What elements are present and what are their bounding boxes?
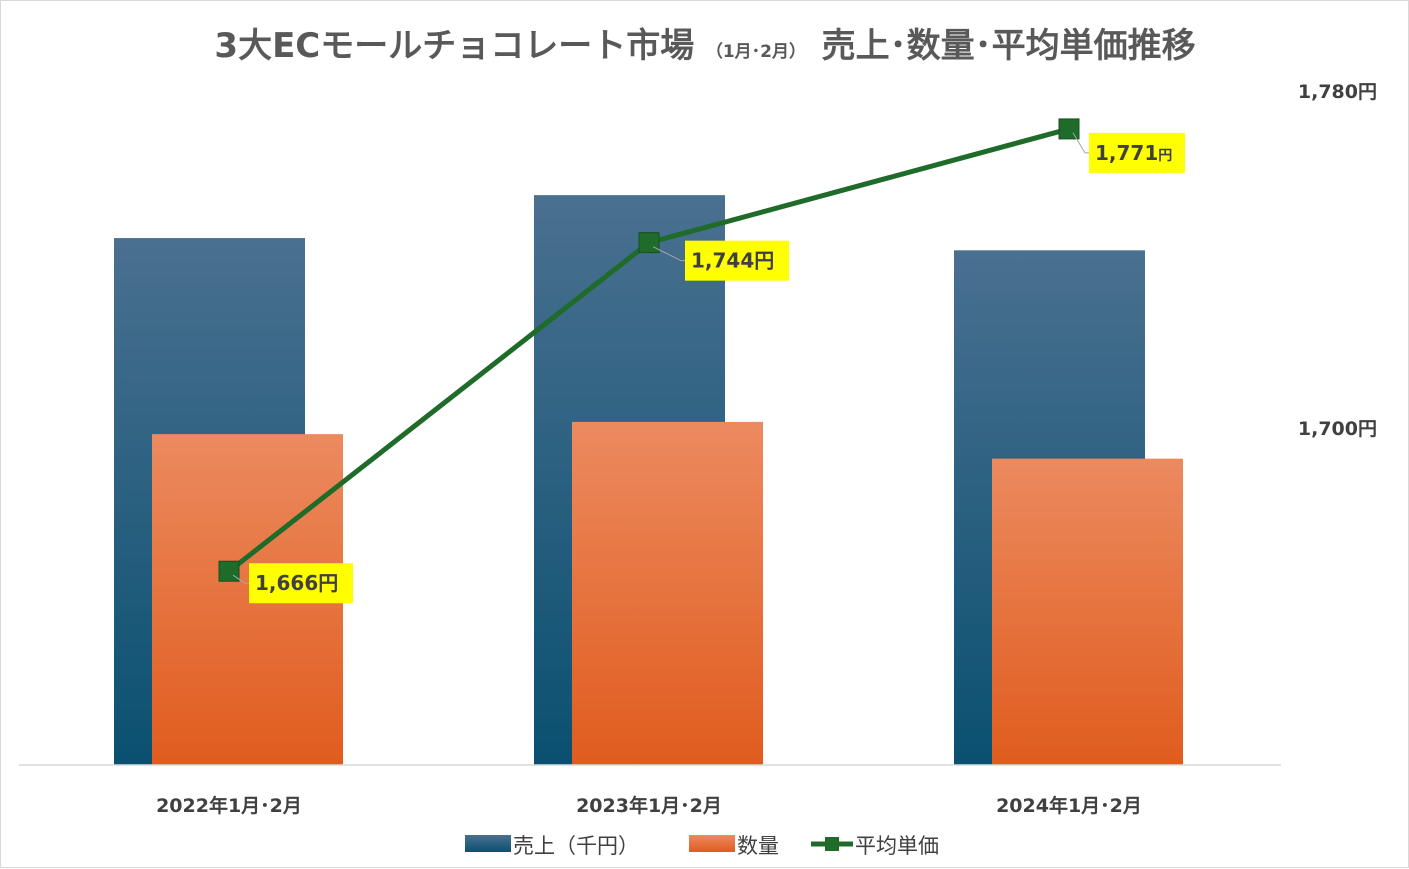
data-label-leader-2 xyxy=(652,246,685,262)
data-label-3: 1,771円 xyxy=(1072,132,1185,173)
y2-tick-label-1: 1,700円 xyxy=(1298,418,1377,440)
chart-title-main: 3大ECモールチョコレート市場 xyxy=(214,26,694,66)
legend-label-average-price: 平均単価 xyxy=(855,834,939,858)
chart-title-tail: 売上･数量･平均単価推移 xyxy=(822,26,1196,66)
legend-label-sales: 売上（千円） xyxy=(513,834,639,858)
data-label-leader-3 xyxy=(1072,132,1089,154)
marker-average-price-1 xyxy=(218,560,240,582)
legend-item-quantity: 数量 xyxy=(689,834,779,858)
chart-title-sub: （1月･2月） xyxy=(706,41,806,62)
x-tick-label-2: 2023年1月･2月 xyxy=(576,794,722,817)
legend-swatch-sales xyxy=(465,835,511,852)
legend: 売上（千円） 数量 平均単価 xyxy=(465,834,939,858)
data-label-bg-3 xyxy=(1089,132,1185,173)
legend-item-sales: 売上（千円） xyxy=(465,834,639,858)
bars-layer xyxy=(114,195,1183,766)
data-labels-layer: 1,666円 1,744円 1,771円 xyxy=(232,132,1185,604)
data-label-text-1: 1,666円 xyxy=(255,571,338,595)
legend-swatch-average-price-marker xyxy=(825,837,839,851)
marker-average-price-3 xyxy=(1058,118,1080,140)
legend-label-quantity: 数量 xyxy=(737,834,779,858)
data-label-text-3: 1,771円 xyxy=(1095,141,1172,165)
data-label-1: 1,666円 xyxy=(232,563,353,604)
secondary-axis-layer: 1,700円 1,780円 xyxy=(1298,81,1377,440)
bar-quantity-3 xyxy=(992,458,1183,765)
category-axis-layer: 2022年1月･2月 2023年1月･2月 2024年1月･2月 xyxy=(156,794,1142,817)
chart-title: 3大ECモールチョコレート市場 （1月･2月） 売上･数量･平均単価推移 xyxy=(214,26,1195,66)
data-label-bg-1 xyxy=(249,563,353,604)
marker-average-price-2 xyxy=(638,232,660,254)
data-label-leader-1 xyxy=(232,574,249,584)
data-label-bg-2 xyxy=(685,240,789,281)
legend-item-average-price: 平均単価 xyxy=(811,834,939,858)
y2-tick-label-2: 1,780円 xyxy=(1298,81,1377,103)
data-label-2: 1,744円 xyxy=(652,240,789,281)
x-tick-label-1: 2022年1月･2月 xyxy=(156,794,302,817)
data-label-text-2: 1,744円 xyxy=(691,249,774,273)
x-tick-label-3: 2024年1月･2月 xyxy=(996,794,1142,817)
bar-quantity-2 xyxy=(572,421,763,765)
legend-swatch-quantity xyxy=(689,835,735,852)
